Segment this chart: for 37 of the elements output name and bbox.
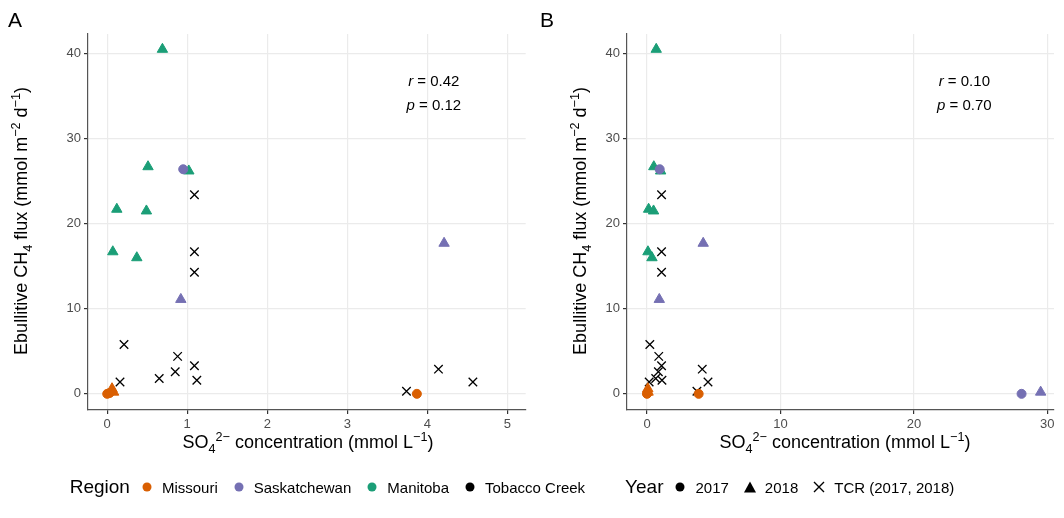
legend-label: Saskatchewan (253, 478, 352, 496)
y-tick-label: 30 (605, 130, 620, 146)
annotation: p = 0.70 (936, 96, 992, 114)
annotation: r = 0.10 (938, 72, 990, 90)
x-tick-label: 4 (423, 416, 431, 432)
y-tick-label: 40 (605, 45, 620, 61)
x-tick-label: 0 (103, 416, 111, 432)
legend-label: Manitoba (387, 478, 450, 496)
y-tick-label: 10 (66, 300, 81, 316)
y-tick-label: 10 (605, 300, 620, 316)
x-tick-label: 10 (773, 416, 788, 432)
legend-label: Tobacco Creek (485, 478, 586, 496)
x-axis-title: SO$_{4}$$^{2−}$ concentration (mmol L$^{−1}$) (182, 430, 434, 456)
x-axis-title: SO$_{4}$$^{2−}$ concentration (mmol L$^{−1}$) (719, 430, 971, 456)
x-tick-label: 0 (643, 416, 651, 432)
chart-title: B (540, 8, 555, 32)
chart-title: A (8, 8, 23, 32)
x-tick-label: 2 (263, 416, 271, 432)
legend-label: Missouri (161, 478, 218, 496)
text: Year (625, 476, 664, 498)
y-tick-label: 0 (73, 385, 81, 401)
annotation: p = 0.12 (405, 96, 462, 114)
x-tick-label: 3 (343, 416, 351, 432)
y-tick-label: 20 (66, 215, 81, 231)
y-tick-label: 40 (66, 45, 81, 61)
y-tick-label: 30 (66, 130, 81, 146)
x-tick-label: 20 (906, 416, 922, 432)
annotation: r = 0.42 (408, 72, 460, 90)
text: 2018 (764, 478, 799, 496)
text: TCR (2017, 2018) (834, 478, 955, 496)
y-tick-label: 0 (612, 385, 620, 401)
x-tick-label: 5 (503, 416, 511, 432)
x-tick-label: 1 (183, 416, 191, 432)
legend-title: Region (69, 476, 130, 498)
text: 2017 (695, 478, 729, 496)
x-tick-label: 30 (1040, 416, 1055, 432)
y-tick-label: 20 (605, 215, 620, 231)
